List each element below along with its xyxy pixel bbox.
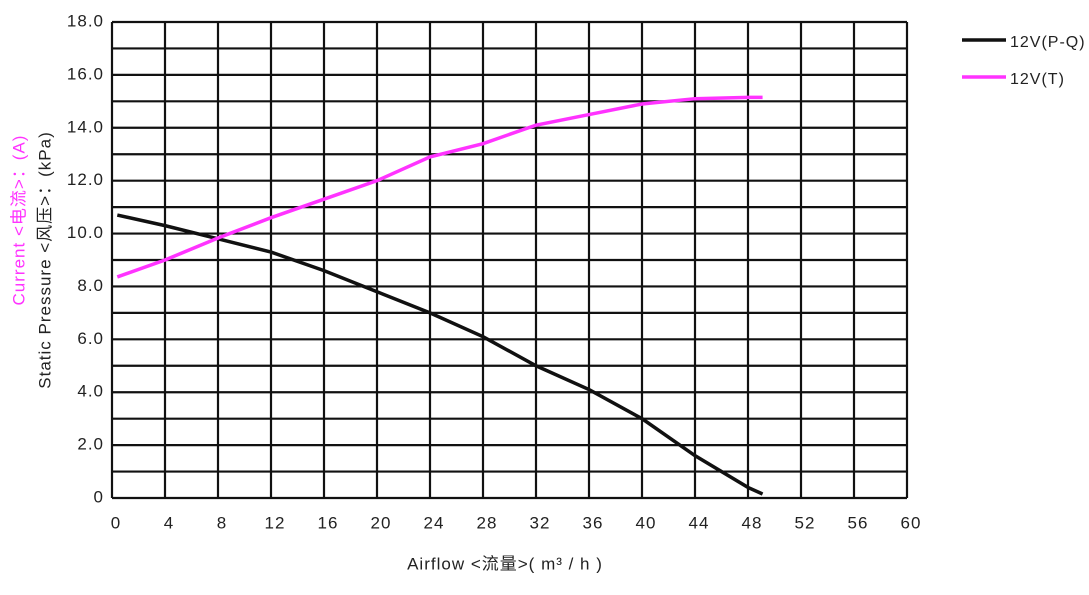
x-tick-label: 32 [530, 513, 551, 532]
x-tick-label: 0 [111, 513, 121, 532]
y-axis-label: Static Pressure <风压>：(kPa) [35, 131, 54, 388]
y-tick-label: 14.0 [67, 117, 104, 136]
x-tick-label: 20 [371, 513, 392, 532]
series-line [116, 213, 764, 496]
series-line [116, 95, 763, 279]
x-tick-label: 24 [424, 513, 445, 532]
y-tick-label: 18.0 [67, 11, 104, 30]
x-tick-label: 48 [742, 513, 763, 532]
x-tick-label: 52 [795, 513, 816, 532]
legend-label: 12V(P-Q) [1010, 34, 1086, 51]
x-tick-label: 56 [848, 513, 869, 532]
y-tick-label: 2.0 [77, 435, 104, 454]
legend-label: 12V(T) [1010, 71, 1065, 88]
x-tick-label: 36 [583, 513, 604, 532]
y-tick-label: 12.0 [67, 170, 104, 189]
x-tick-label: 16 [318, 513, 339, 532]
x-tick-label: 40 [636, 513, 657, 532]
y-tick-label: 6.0 [77, 329, 104, 348]
x-tick-label: 12 [265, 513, 286, 532]
x-tick-label: 44 [689, 513, 710, 532]
y-tick-label: 10.0 [67, 223, 104, 242]
y-tick-label: 16.0 [67, 64, 104, 83]
x-tick-label: 60 [901, 513, 922, 532]
y-tick-label: 0 [94, 487, 104, 506]
x-tick-label: 8 [217, 513, 227, 532]
y-axis-label-2: Current <电流>：(A) [9, 135, 28, 306]
y-tick-label: 4.0 [77, 382, 104, 401]
x-axis-label: Airflow <流量>( m³ / h ) [407, 554, 603, 573]
x-tick-label: 4 [164, 513, 174, 532]
y-tick-label: 8.0 [77, 276, 104, 295]
x-tick-label: 28 [477, 513, 498, 532]
